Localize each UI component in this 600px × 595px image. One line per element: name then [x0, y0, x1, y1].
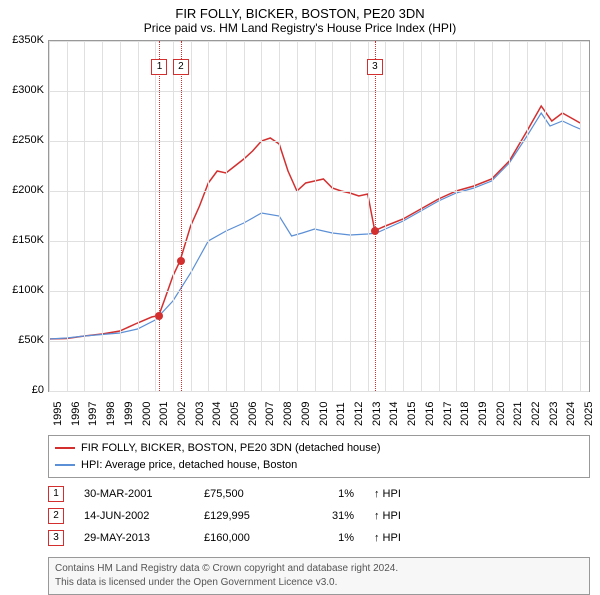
legend-row: HPI: Average price, detached house, Bost…	[55, 457, 583, 474]
x-tick-label: 2021	[512, 402, 524, 426]
x-tick-label: 1998	[105, 402, 117, 426]
txn-direction: ↑ HPI	[374, 532, 424, 544]
sale-dot	[371, 227, 379, 235]
transaction-row: 1 30-MAR-2001 £75,500 1% ↑ HPI	[48, 483, 590, 505]
x-tick-label: 2023	[548, 402, 560, 426]
x-tick-label: 1995	[52, 402, 64, 426]
legend-row: FIR FOLLY, BICKER, BOSTON, PE20 3DN (det…	[55, 440, 583, 457]
x-tick-label: 2012	[353, 402, 365, 426]
x-tick-label: 2022	[530, 402, 542, 426]
x-tick-label: 2007	[264, 402, 276, 426]
x-tick-label: 1996	[70, 402, 82, 426]
txn-date: 14-JUN-2002	[84, 510, 184, 522]
y-tick-label: £50K	[18, 334, 44, 346]
x-tick-label: 2018	[459, 402, 471, 426]
txn-price: £75,500	[204, 488, 294, 500]
txn-pct: 1%	[314, 532, 354, 544]
legend: FIR FOLLY, BICKER, BOSTON, PE20 3DN (det…	[48, 435, 590, 478]
legend-swatch-blue	[55, 464, 75, 466]
marker-box: 1	[151, 59, 167, 75]
sale-dot	[155, 312, 163, 320]
x-tick-label: 1999	[123, 402, 135, 426]
chart-svg	[49, 41, 589, 391]
txn-date: 29-MAY-2013	[84, 532, 184, 544]
x-tick-label: 2010	[318, 402, 330, 426]
chart-title: FIR FOLLY, BICKER, BOSTON, PE20 3DN	[0, 0, 600, 21]
footer-line: This data is licensed under the Open Gov…	[55, 576, 583, 590]
x-tick-label: 2002	[176, 402, 188, 426]
legend-label: FIR FOLLY, BICKER, BOSTON, PE20 3DN (det…	[81, 440, 381, 457]
txn-marker: 2	[48, 508, 64, 524]
x-tick-label: 2011	[335, 402, 347, 426]
x-tick-label: 2000	[141, 402, 153, 426]
y-tick-label: £150K	[12, 234, 44, 246]
txn-marker: 3	[48, 530, 64, 546]
chart-area: 12 3	[48, 40, 590, 392]
y-tick-label: £0	[32, 384, 44, 396]
txn-pct: 1%	[314, 488, 354, 500]
x-tick-label: 2008	[282, 402, 294, 426]
y-tick-label: £200K	[12, 184, 44, 196]
sale-dot	[177, 257, 185, 265]
txn-direction: ↑ HPI	[374, 488, 424, 500]
chart-subtitle: Price paid vs. HM Land Registry's House …	[0, 21, 600, 40]
x-tick-label: 2005	[229, 402, 241, 426]
y-tick-label: £100K	[12, 284, 44, 296]
txn-price: £129,995	[204, 510, 294, 522]
y-tick-label: £350K	[12, 34, 44, 46]
legend-swatch-red	[55, 447, 75, 449]
x-tick-label: 2024	[565, 402, 577, 426]
x-tick-label: 2001	[158, 402, 170, 426]
x-tick-label: 2014	[388, 402, 400, 426]
x-tick-label: 1997	[87, 402, 99, 426]
x-tick-label: 2006	[247, 402, 259, 426]
x-tick-label: 2020	[495, 402, 507, 426]
txn-date: 30-MAR-2001	[84, 488, 184, 500]
y-axis: £0£50K£100K£150K£200K£250K£300K£350K	[0, 40, 48, 390]
legend-label: HPI: Average price, detached house, Bost…	[81, 457, 297, 474]
txn-price: £160,000	[204, 532, 294, 544]
marker-box: 2	[173, 59, 189, 75]
transaction-row: 2 14-JUN-2002 £129,995 31% ↑ HPI	[48, 505, 590, 527]
x-tick-label: 2025	[583, 402, 595, 426]
marker-box: 3	[367, 59, 383, 75]
footer-line: Contains HM Land Registry data © Crown c…	[55, 562, 583, 576]
y-tick-label: £250K	[12, 134, 44, 146]
x-tick-label: 2003	[194, 402, 206, 426]
txn-marker: 1	[48, 486, 64, 502]
transaction-row: 3 29-MAY-2013 £160,000 1% ↑ HPI	[48, 527, 590, 549]
x-tick-label: 2019	[477, 402, 489, 426]
x-tick-label: 2013	[371, 402, 383, 426]
footer-attribution: Contains HM Land Registry data © Crown c…	[48, 557, 590, 595]
x-tick-label: 2009	[300, 402, 312, 426]
chart-container: FIR FOLLY, BICKER, BOSTON, PE20 3DN Pric…	[0, 0, 600, 590]
x-tick-label: 2004	[211, 402, 223, 426]
x-tick-label: 2017	[442, 402, 454, 426]
txn-direction: ↑ HPI	[374, 510, 424, 522]
x-axis: 1995 1996 1997 1998 1999 2000 2001 2002 2003 2004…	[48, 392, 590, 430]
transaction-list: 1 30-MAR-2001 £75,500 1% ↑ HPI 2 14-JUN-2002 £1…	[48, 483, 590, 549]
x-tick-label: 2016	[424, 402, 436, 426]
y-tick-label: £300K	[12, 84, 44, 96]
txn-pct: 31%	[314, 510, 354, 522]
x-tick-label: 2015	[406, 402, 418, 426]
